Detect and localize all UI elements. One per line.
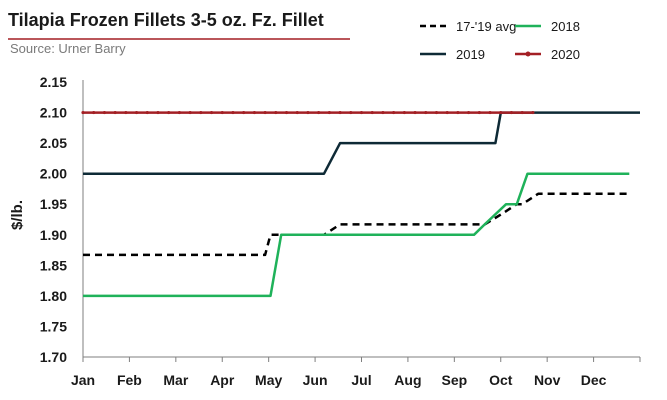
x-tick-label: Aug (394, 372, 421, 388)
x-tick-label: Jul (351, 372, 371, 388)
y-tick-label: 2.15 (40, 74, 67, 90)
series-point-2020 (509, 110, 514, 115)
y-tick-label: 1.80 (40, 288, 67, 304)
y-tick-label: 2.00 (40, 166, 67, 182)
series-point-2020 (134, 110, 139, 115)
series-point-2020 (424, 110, 428, 115)
x-tick-label: Jan (71, 372, 95, 388)
series-point-2020 (349, 110, 353, 115)
y-axis-label: $/lb. (9, 200, 26, 230)
legend: 17-'19 avg 2018 2019 2020 (420, 19, 580, 62)
series-point-2020 (199, 110, 203, 115)
x-tick-label: Feb (117, 372, 142, 388)
series-point-2020 (209, 110, 214, 115)
axes (82, 80, 640, 358)
series-point-2020 (92, 110, 96, 115)
series-point-2020 (434, 110, 439, 115)
series-point-2020 (488, 110, 492, 115)
series-point-2020 (156, 110, 160, 115)
x-tick-label: Dec (581, 372, 607, 388)
series-point-2020 (413, 110, 417, 115)
series-point-2020 (242, 110, 246, 115)
series-point-2020 (359, 110, 364, 115)
x-tick-label: Sep (441, 372, 467, 388)
y-tick-label: 1.90 (40, 227, 67, 243)
x-tick-labels: Jan Feb Mar Apr May Jun Jul Aug Sep Oct Nov Dec (71, 357, 641, 388)
series-point-2020 (477, 110, 481, 115)
y-tick-label: 2.10 (40, 105, 67, 121)
series-point-2020 (402, 110, 406, 115)
series-point-2020 (327, 110, 331, 115)
series-point-2020 (338, 110, 342, 115)
series-point-2020 (220, 110, 224, 115)
x-tick-label: Nov (534, 372, 561, 388)
series-point-2020 (306, 110, 310, 115)
x-tick-label: Jun (303, 372, 328, 388)
chart-subtitle: Source: Urner Barry (10, 41, 126, 56)
legend-label: 17-'19 avg (456, 19, 516, 34)
x-tick-label: Oct (489, 372, 513, 388)
series-point-2020 (467, 110, 471, 115)
legend-label: 2019 (456, 47, 485, 62)
series-point-2020 (445, 110, 449, 115)
series-point-2020 (531, 110, 535, 115)
series-point-2020 (284, 110, 289, 115)
y-tick-label: 2.05 (40, 135, 67, 151)
series-layer (81, 110, 640, 298)
series-line-2018 (83, 172, 630, 298)
y-tick-label: 1.75 (40, 318, 67, 334)
y-tick-label: 1.85 (40, 257, 67, 273)
series-point-2020 (520, 110, 524, 115)
series-point-2020 (392, 110, 396, 115)
x-tick-label: Mar (163, 372, 188, 388)
y-tick-label: 1.70 (40, 349, 67, 365)
series-point-2020 (263, 110, 267, 115)
chart-title: Tilapia Frozen Fillets 3-5 oz. Fz. Fille… (8, 10, 324, 30)
series-line-2019 (83, 111, 640, 175)
legend-marker (525, 51, 531, 57)
series-point-2020 (167, 110, 171, 115)
series-point-2020 (188, 110, 192, 115)
legend-label: 2018 (551, 19, 580, 34)
series-point-2020 (274, 110, 278, 115)
series-point-2020 (81, 110, 85, 115)
series-point-2020 (295, 110, 299, 115)
x-tick-label: Apr (210, 372, 235, 388)
series-point-2020 (370, 110, 374, 115)
series-point-2020 (177, 110, 182, 115)
series-point-2020 (381, 110, 385, 115)
series-point-2020 (499, 110, 503, 115)
series-point-2020 (124, 110, 128, 115)
x-tick-label: May (255, 372, 282, 388)
series-point-2020 (102, 110, 107, 115)
series-point-2020 (145, 110, 149, 115)
series-point-2020 (113, 110, 117, 115)
series-point-2020 (317, 110, 321, 115)
series-point-2020 (252, 110, 256, 115)
y-tick-label: 1.95 (40, 196, 67, 212)
series-point-2020 (231, 110, 235, 115)
series-line-17-19-avg (83, 192, 630, 257)
legend-label: 2020 (551, 47, 580, 62)
y-tick-labels: 2.15 2.10 2.05 2.00 1.95 1.90 1.85 1.80 1.75 1.70 (40, 74, 67, 365)
series-point-2020 (456, 110, 460, 115)
